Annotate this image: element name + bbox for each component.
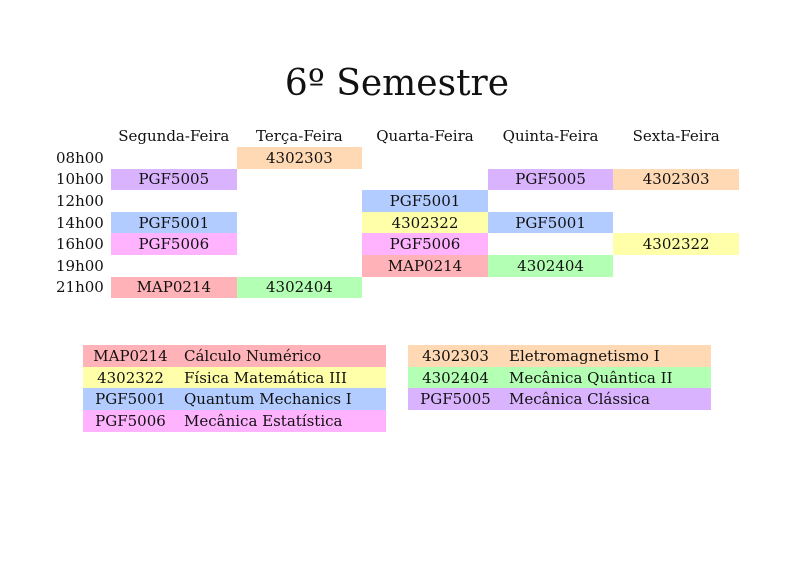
empty-cell [488, 147, 614, 169]
time-label: 10h00 [56, 170, 104, 189]
course-cell: 4302404 [236, 276, 363, 299]
time-label: 14h00 [56, 213, 104, 232]
course-cell: PGF5005 [111, 168, 237, 191]
legend-code: MAP0214 [83, 345, 178, 367]
course-cell: 4302322 [613, 233, 739, 255]
empty-cell [362, 169, 488, 191]
day-header: Quinta-Feira [502, 127, 599, 145]
course-cell: PGF5005 [487, 168, 614, 191]
course-cell: 4302404 [487, 254, 614, 277]
legend-right: 4302303 Eletromagnetismo I 4302404 Mecânica… [408, 345, 711, 411]
day-header: Segunda-Feira [118, 127, 230, 145]
time-label: 16h00 [56, 235, 104, 254]
legend-name: Eletromagnetismo I [503, 345, 711, 367]
empty-cell [111, 147, 237, 169]
time-label: 08h00 [56, 148, 104, 167]
course-cell: PGF5001 [487, 211, 614, 234]
legend-name: Física Matemática III [178, 366, 386, 389]
legend-name: Quantum Mechanics I [178, 388, 386, 411]
legend-code: 4302404 [408, 366, 503, 389]
legend-name: Mecânica Quântica II [503, 366, 711, 389]
empty-cell [488, 277, 614, 299]
day-header: Quarta-Feira [376, 127, 474, 145]
legend-code: PGF5001 [83, 388, 178, 411]
legend-name: Mecânica Clássica [503, 388, 711, 411]
empty-cell [613, 255, 739, 277]
legend-left: MAP0214 Cálculo Numérico 4302322 Física Mat… [83, 345, 386, 432]
legend-name: Mecânica Estatística [178, 410, 386, 432]
empty-cell [237, 233, 363, 255]
empty-cell [111, 190, 237, 212]
empty-cell [362, 147, 488, 169]
time-label: 19h00 [56, 256, 104, 275]
legend-code: PGF5006 [83, 410, 178, 432]
course-cell: PGF5006 [362, 233, 488, 255]
course-cell: MAP0214 [111, 276, 237, 299]
empty-cell [237, 169, 363, 191]
empty-cell [488, 233, 614, 255]
legend-name: Cálculo Numérico [178, 345, 386, 367]
empty-cell [237, 212, 363, 234]
course-cell: 4302322 [362, 211, 488, 234]
legend-code: PGF5005 [408, 388, 503, 411]
legend-code: 4302322 [83, 366, 178, 389]
empty-cell [613, 212, 739, 234]
time-label: 12h00 [56, 191, 104, 210]
course-cell: 4302303 [613, 168, 739, 191]
empty-cell [362, 277, 488, 299]
empty-cell [488, 190, 614, 212]
page-title: 6º Semestre [284, 63, 510, 104]
empty-cell [613, 277, 739, 299]
empty-cell [237, 255, 363, 277]
course-cell: PGF5006 [111, 233, 237, 255]
day-header: Terça-Feira [256, 127, 343, 145]
empty-cell [111, 255, 237, 277]
day-header: Sexta-Feira [632, 127, 720, 145]
header-corner [56, 125, 111, 147]
empty-cell [237, 190, 363, 212]
course-cell: 4302303 [236, 147, 363, 169]
legend-code: 4302303 [408, 345, 503, 367]
empty-cell [613, 147, 739, 169]
course-cell: PGF5001 [111, 211, 237, 234]
time-label: 21h00 [56, 278, 104, 297]
course-cell: PGF5001 [362, 190, 488, 212]
schedule-table: Segunda-Feira Terça-Feira Quarta-Feira Quin… [56, 125, 739, 299]
course-cell: MAP0214 [362, 254, 488, 277]
empty-cell [613, 190, 739, 212]
